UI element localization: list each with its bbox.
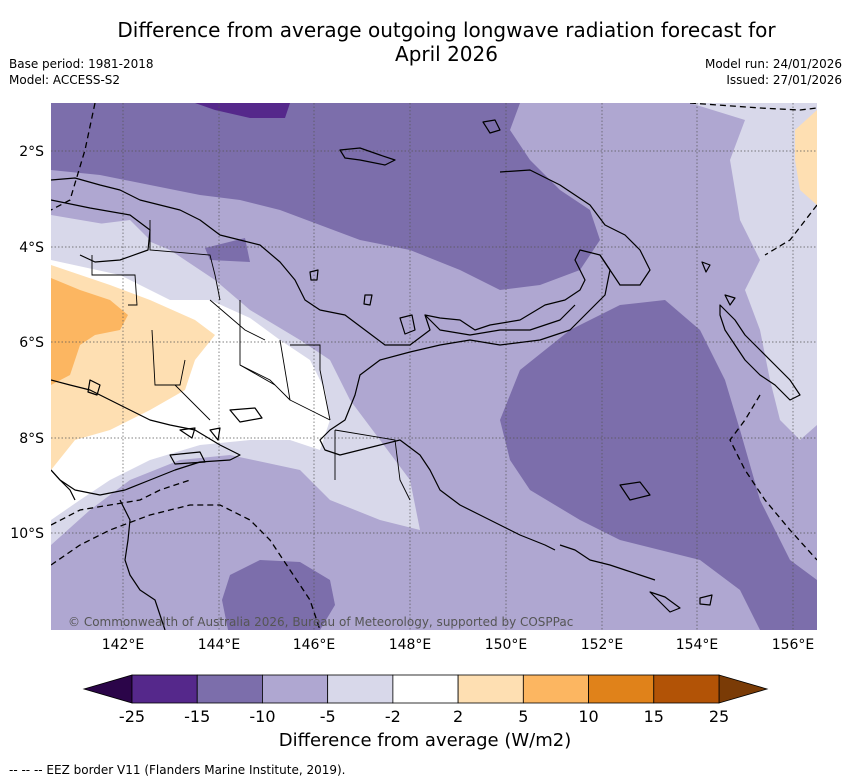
colorbar-tick-label: 10	[578, 707, 598, 726]
field-light-patch	[51, 220, 150, 250]
lat-label: 8°S	[19, 431, 44, 447]
colorbar-segment	[131, 674, 198, 704]
chart-title: Difference from average outgoing longwav…	[0, 18, 850, 66]
colorbar-extend-high	[718, 674, 769, 704]
lon-label: 154°E	[676, 637, 719, 653]
lon-axis: 142°E 144°E 146°E 148°E 150°E 152°E 154°…	[102, 637, 815, 653]
colorbar-segment	[522, 674, 589, 704]
colorbar-extend-low	[82, 674, 133, 704]
model-name: Model: ACCESS-S2	[9, 73, 121, 87]
lon-label: 150°E	[485, 637, 528, 653]
colorbar-title: Difference from average (W/m2)	[278, 730, 572, 751]
colorbar-tick-label: 2	[453, 707, 463, 726]
metadata-right: Model run: 24/01/2026 Issued: 27/01/2026	[705, 56, 842, 88]
colorbar-tick-label: 5	[518, 707, 528, 726]
colorbar-tick-label: -5	[320, 707, 336, 726]
lat-label: 10°S	[10, 526, 44, 542]
base-period: Base period: 1981-2018	[9, 57, 154, 71]
field-dark-southeast	[500, 300, 817, 630]
title-line-1: Difference from average outgoing longwav…	[117, 18, 776, 42]
copyright-notice: © Commonwealth of Australia 2026, Bureau…	[68, 615, 573, 629]
issued-date: Issued: 27/01/2026	[726, 73, 842, 87]
coastlines	[51, 119, 801, 630]
colorbar-tick-label: -25	[119, 707, 145, 726]
colorbar-tick-label: 25	[709, 707, 729, 726]
field-warm-east	[795, 110, 817, 205]
field-light-east	[690, 103, 817, 440]
lon-label: 156°E	[772, 637, 815, 653]
colorbar: -25 -15 -10 -5 -2 2 5 10 15 25	[82, 674, 769, 726]
field-dark-patch	[205, 238, 250, 262]
colorbar-tick-label: -10	[249, 707, 275, 726]
colorbar-tick-label: 15	[644, 707, 664, 726]
provincial-borders	[91, 220, 411, 501]
colorbar-segment	[262, 674, 329, 704]
colorbar-segment	[196, 674, 263, 704]
field-dark-north	[51, 103, 600, 290]
lat-axis: 2°S 4°S 6°S 8°S 10°S	[10, 144, 44, 542]
colorbar-tick-label: -2	[385, 707, 401, 726]
lon-label: 148°E	[389, 637, 432, 653]
lon-label: 152°E	[581, 637, 624, 653]
colorbar-tick-label: -15	[184, 707, 210, 726]
colorbar-segment	[327, 674, 394, 704]
colorbar-segment	[457, 674, 524, 704]
lon-label: 144°E	[198, 637, 241, 653]
lat-label: 2°S	[19, 144, 44, 160]
lat-label: 6°S	[19, 335, 44, 351]
field-warm-mid	[51, 278, 128, 385]
eez-legend-note: -- -- -- EEZ border V11 (Flanders Marine…	[9, 763, 346, 777]
lon-label: 146°E	[293, 637, 336, 653]
colorbar-segment	[392, 674, 459, 704]
colorbar-segment	[588, 674, 655, 704]
map-panel: © Commonwealth of Australia 2026, Bureau…	[51, 103, 817, 630]
title-line-2: April 2026	[395, 42, 498, 66]
colorbar-segment	[653, 674, 720, 704]
lat-label: 4°S	[19, 240, 44, 256]
metadata-left: Base period: 1981-2018 Model: ACCESS-S2	[9, 56, 154, 88]
model-run: Model run: 24/01/2026	[704, 57, 842, 71]
field-dark-south	[222, 560, 335, 630]
lon-label: 142°E	[102, 637, 145, 653]
eez-borders	[51, 103, 817, 630]
